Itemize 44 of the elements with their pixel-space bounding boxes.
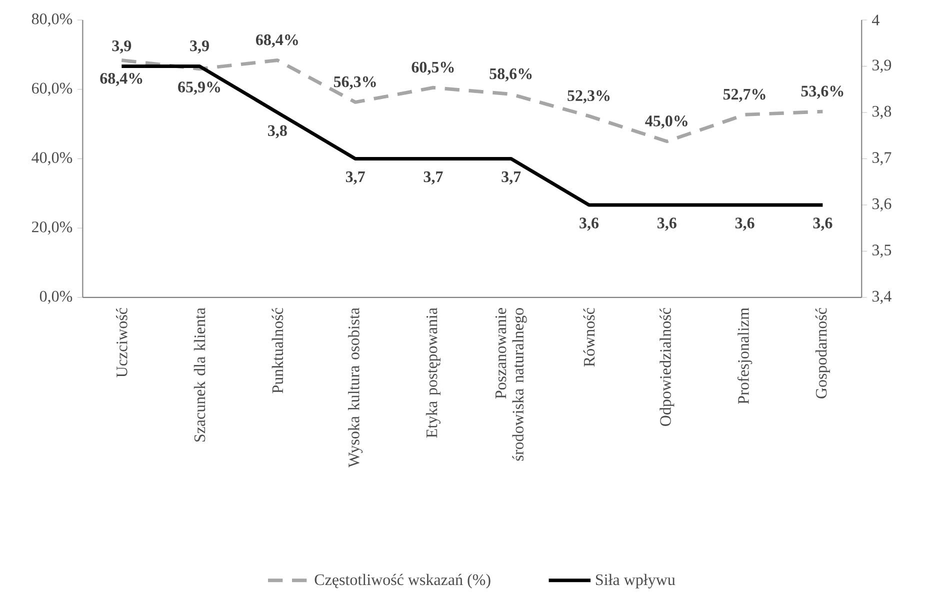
- x-tick-label: Uczciwość: [116, 308, 128, 378]
- x-tick-label: Poszanowanie środowiska naturalnego: [495, 308, 527, 461]
- data-label: 65,9%: [178, 82, 220, 95]
- x-tick-label: Równość: [583, 308, 595, 367]
- data-label: 3,6: [580, 218, 599, 231]
- data-label: 3,9: [190, 40, 209, 54]
- x-tick-label: Wysoka kultura osobista: [348, 308, 363, 468]
- data-label: 45,0%: [645, 116, 688, 129]
- y2-tick-label: 3,7: [872, 152, 892, 166]
- data-label: 3,9: [112, 40, 132, 54]
- y2-tick-label: 3,4: [872, 291, 892, 304]
- x-tick-label: Gospodarność: [815, 308, 830, 399]
- data-label: 56,3%: [334, 76, 376, 90]
- data-label: 3,8: [268, 125, 287, 139]
- data-label: 3,7: [346, 172, 365, 185]
- legend-label: Częstotliwość wskazań (%): [314, 574, 490, 589]
- data-label: 3,6: [813, 218, 832, 231]
- y2-tick-label: 3,9: [872, 60, 892, 74]
- data-label: 68,4%: [100, 73, 142, 86]
- y-tick-label: 60,0%: [32, 83, 72, 96]
- x-tick-label: Etyka postępowania: [426, 308, 440, 438]
- data-label: 3,6: [735, 218, 754, 231]
- y2-tick-label: 4: [872, 14, 880, 26]
- data-label: 60,5%: [412, 62, 454, 76]
- y-tick-label: 0,0%: [40, 291, 72, 304]
- y2-tick-label: 3,5: [872, 244, 892, 258]
- y-tick-label: 40,0%: [32, 152, 72, 166]
- y-tick-label: 20,0%: [32, 222, 72, 235]
- data-label: 3,6: [658, 218, 676, 231]
- data-label: 3,7: [502, 172, 521, 185]
- data-label: 3,7: [424, 172, 443, 185]
- data-label: 68,4%: [256, 34, 298, 48]
- data-label: 58,6%: [490, 68, 532, 82]
- y-tick-label: 80,0%: [32, 14, 72, 27]
- x-tick-label: Szacunek dla klienta: [194, 308, 206, 442]
- y2-tick-label: 3,6: [872, 198, 892, 212]
- data-label: 53,6%: [801, 86, 844, 100]
- x-tick-label: Odpowiedzialność: [660, 308, 674, 426]
- x-tick-label: Punktualność: [272, 308, 284, 394]
- x-tick-label: Profesjonalizm: [737, 308, 752, 404]
- data-label: 52,7%: [723, 89, 766, 102]
- legend-label: Siła wpływu: [596, 574, 676, 589]
- data-label: 52,3%: [568, 90, 610, 104]
- y2-tick-label: 3,8: [872, 106, 892, 120]
